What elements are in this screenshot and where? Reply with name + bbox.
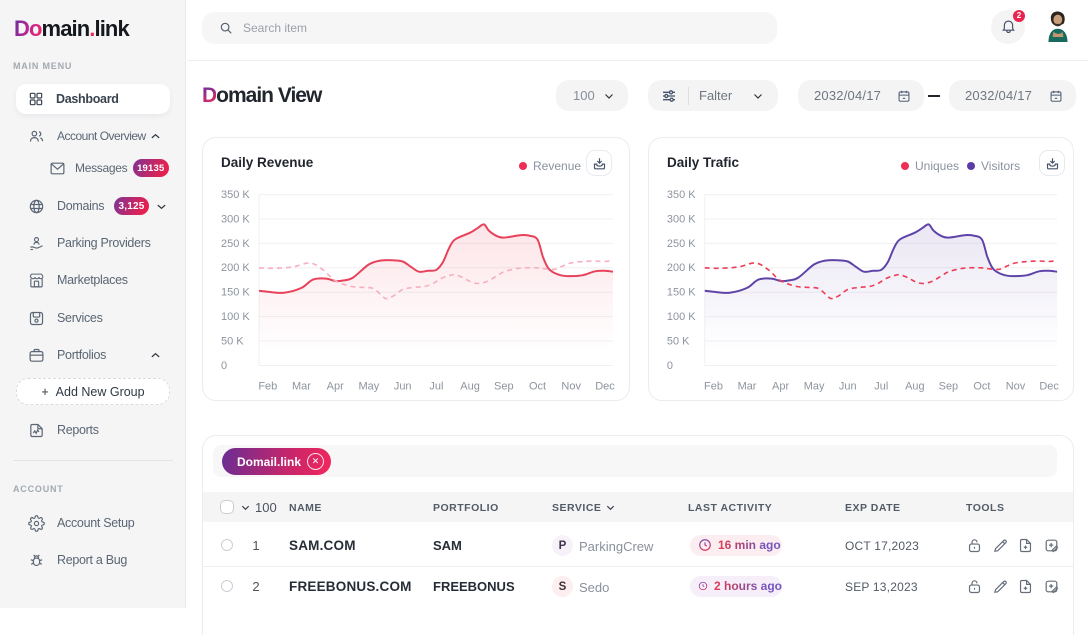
svg-text:100 K: 100 K xyxy=(221,311,250,323)
svg-text:250 K: 250 K xyxy=(221,238,250,250)
svg-text:350 K: 350 K xyxy=(221,189,250,201)
svg-text:Sep: Sep xyxy=(494,381,514,393)
svg-text:150 K: 150 K xyxy=(221,287,250,299)
svg-text:Apr: Apr xyxy=(772,380,789,392)
svg-text:150 K: 150 K xyxy=(667,287,696,299)
svg-text:Jul: Jul xyxy=(429,381,443,393)
svg-text:Feb: Feb xyxy=(704,380,723,392)
svg-text:200 K: 200 K xyxy=(221,262,250,274)
svg-text:250 K: 250 K xyxy=(667,238,696,250)
svg-text:0: 0 xyxy=(221,360,227,372)
svg-text:350 K: 350 K xyxy=(667,189,696,201)
svg-text:100 K: 100 K xyxy=(667,311,696,323)
svg-text:0: 0 xyxy=(667,360,673,372)
svg-text:300 K: 300 K xyxy=(667,213,696,225)
svg-text:May: May xyxy=(359,381,380,393)
svg-text:Jun: Jun xyxy=(839,380,857,392)
svg-text:May: May xyxy=(804,380,825,392)
svg-text:Sep: Sep xyxy=(939,380,958,392)
svg-text:50 K: 50 K xyxy=(667,335,690,347)
svg-text:Oct: Oct xyxy=(973,380,990,392)
svg-text:Aug: Aug xyxy=(905,380,924,392)
svg-text:Mar: Mar xyxy=(738,380,757,392)
svg-text:Dec: Dec xyxy=(595,381,615,393)
svg-text:Mar: Mar xyxy=(292,381,311,393)
svg-text:Dec: Dec xyxy=(1039,380,1059,392)
svg-text:Feb: Feb xyxy=(258,381,277,393)
svg-text:Oct: Oct xyxy=(529,381,546,393)
svg-text:Jun: Jun xyxy=(394,381,412,393)
svg-text:Apr: Apr xyxy=(327,381,344,393)
svg-text:Aug: Aug xyxy=(460,381,480,393)
svg-text:Jul: Jul xyxy=(874,380,888,392)
svg-text:Nov: Nov xyxy=(1006,380,1026,392)
svg-text:50 K: 50 K xyxy=(221,335,244,347)
svg-text:300 K: 300 K xyxy=(221,213,250,225)
svg-text:200 K: 200 K xyxy=(667,262,696,274)
svg-text:Nov: Nov xyxy=(561,381,581,393)
